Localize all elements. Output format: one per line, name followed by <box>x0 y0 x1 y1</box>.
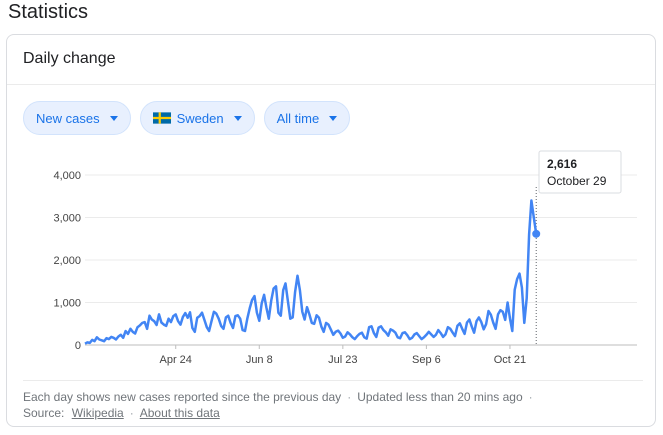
about-data-link[interactable]: About this data <box>139 406 220 420</box>
data-point <box>532 229 541 238</box>
y-tick-label: 3,000 <box>53 213 81 225</box>
sweden-flag-icon <box>152 112 171 124</box>
x-tick-label: Sep 6 <box>412 354 441 366</box>
range-dropdown-label: All time <box>276 110 320 126</box>
chart-footer: Each day shows new cases reported since … <box>23 380 643 421</box>
x-tick-label: Jul 23 <box>328 354 357 366</box>
x-tick-label: Oct 21 <box>494 354 526 366</box>
filter-chips: New cases Sweden All time <box>23 101 351 135</box>
y-tick-label: 1,000 <box>53 298 81 310</box>
y-tick-label: 2,000 <box>53 255 81 267</box>
footer-note: Each day shows new cases reported since … <box>23 390 342 404</box>
x-tick-label: Apr 24 <box>160 354 192 366</box>
statistics-card: Daily change New cases Sweden All time 0… <box>6 34 656 427</box>
chevron-down-icon <box>109 115 118 121</box>
chevron-down-icon <box>329 115 338 121</box>
metric-dropdown-label: New cases <box>36 110 100 126</box>
x-tick-label: Jun 8 <box>246 354 273 366</box>
series-line <box>84 199 538 345</box>
metric-dropdown[interactable]: New cases <box>23 101 131 135</box>
y-tick-label: 4,000 <box>53 170 81 182</box>
tooltip-box <box>538 150 622 194</box>
tooltip-value: 2,616 <box>547 157 577 171</box>
wikipedia-link[interactable]: Wikipedia <box>71 406 124 420</box>
updated-text: Updated less than 20 mins ago <box>357 390 523 404</box>
chevron-down-icon <box>233 115 242 121</box>
tooltip-date: October 29 <box>547 174 607 188</box>
y-tick-label: 0 <box>75 340 81 352</box>
daily-change-chart[interactable]: 0 1,000 2,000 3,000 4,000 Apr 24 Jun 8 Jul 23 Se… <box>7 147 657 379</box>
card-title: Daily change <box>7 35 655 85</box>
country-dropdown[interactable]: Sweden <box>139 101 255 135</box>
source-label: Source: <box>23 406 65 420</box>
range-dropdown[interactable]: All time <box>263 101 351 135</box>
country-dropdown-label: Sweden <box>176 110 224 126</box>
page-title: Statistics <box>8 1 89 23</box>
